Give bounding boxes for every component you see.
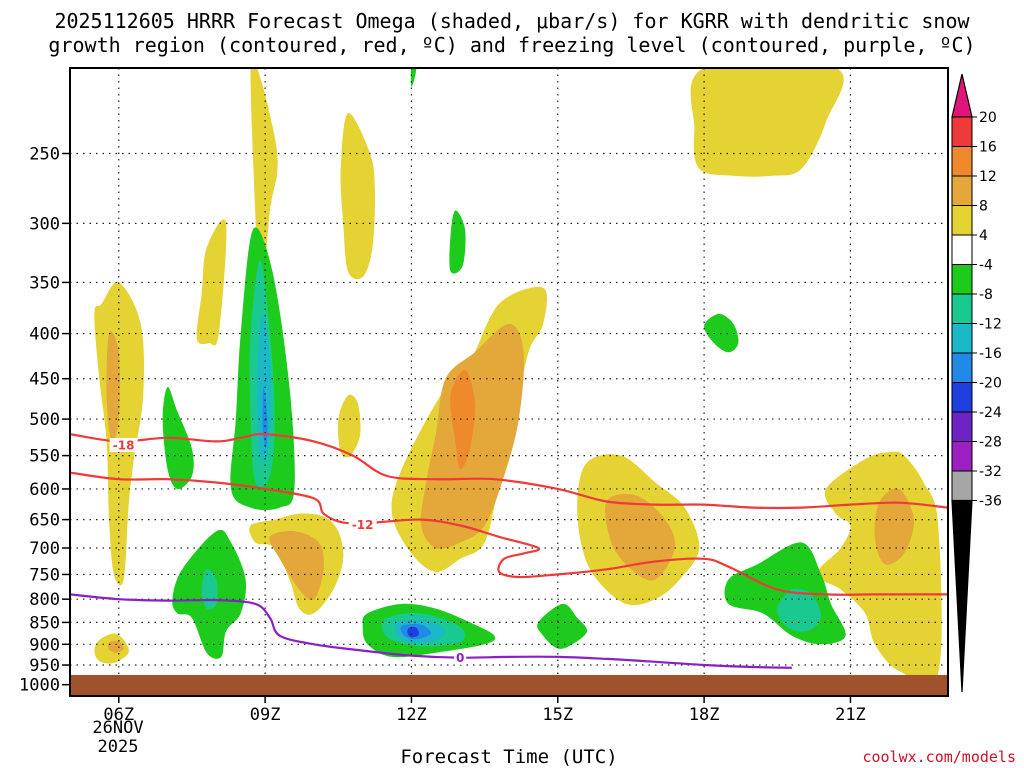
omega-region-minus20-35 (407, 627, 420, 638)
grid-lines (70, 68, 948, 696)
y-tick-label-350: 350 (29, 273, 60, 293)
contour-label-bg-dgz-minus-12 (348, 517, 377, 532)
omega-region-minus4-20 (410, 68, 417, 87)
y-tick-label-800: 800 (29, 590, 60, 610)
date-label-year: 2025 (98, 737, 139, 757)
colorbar-label-4: 4 (979, 228, 988, 244)
colorbar-label-11: -28 (979, 435, 1002, 451)
colorbar-swatch-8 (951, 352, 973, 383)
omega-region-plus12-17 (450, 370, 476, 470)
omega-region-plus8-11 (106, 331, 120, 443)
colorbar-swatch-7 (951, 323, 973, 354)
colorbar-swatch-11 (951, 441, 973, 472)
omega-region-plus4-4 (94, 282, 145, 586)
y-tick-label-850: 850 (29, 613, 60, 633)
colorbar-swatch-4 (951, 234, 973, 265)
omega-region-plus8-13 (269, 530, 324, 601)
contour-dgz-minus-18 (70, 432, 948, 510)
contour-freezing-level-0 (70, 593, 792, 669)
y-tick-label-600: 600 (29, 480, 60, 500)
y-tick-label-550: 550 (29, 447, 60, 467)
time-axis: 06Z 09Z 12Z 15Z 18Z 21Z (103, 696, 866, 725)
omega-region-plus4-5 (337, 394, 361, 458)
y-tick-label-700: 700 (29, 539, 60, 559)
contour-label-freezing-level-0: 0 (456, 651, 464, 665)
colorbar-bottom-arrow (951, 499, 973, 693)
y-tick-label-1000: 1000 (19, 676, 60, 696)
plot-area: -18 -12 0 (70, 68, 948, 696)
y-tick-label-300: 300 (29, 214, 60, 234)
date-label-day: 26NOV (92, 718, 143, 738)
x-tick-label-12Z: 12Z (396, 705, 427, 725)
omega-region-minus4-25 (537, 603, 588, 649)
colorbar-swatch-9 (951, 382, 973, 413)
x-tick-label-15Z: 15Z (542, 705, 573, 725)
x-axis-title: Forecast Time (UTC) (400, 746, 617, 768)
omega-region-plus4-1 (340, 112, 375, 280)
y-tick-label-500: 500 (29, 410, 60, 430)
colorbar-label-10: -24 (979, 405, 1002, 421)
omega-region-plus4-2 (690, 68, 844, 177)
contour-label-dgz-minus-12: -12 (352, 518, 374, 532)
contour-label-bg-dgz-minus-18 (109, 438, 138, 453)
colorbar-swatch-1 (951, 146, 973, 177)
y-tick-label-400: 400 (29, 325, 60, 345)
omega-region-plus4-3 (196, 219, 227, 346)
contour-dgz-minus-12 (70, 471, 948, 596)
colorbar-swatch-6 (951, 293, 973, 324)
x-tick-label-18Z: 18Z (689, 705, 720, 725)
colorbar-swatch-12 (951, 470, 973, 501)
colorbar-label-13: -36 (979, 494, 1002, 510)
omega-region-minus8-30 (777, 588, 822, 632)
y-tick-label-750: 750 (29, 565, 60, 585)
colorbar-swatch-2 (951, 175, 973, 206)
omega-region-minus4-21 (449, 210, 466, 274)
colorbar-label-7: -12 (979, 317, 1002, 333)
colorbar-label-1: 16 (979, 140, 997, 156)
omega-colorbar: 20 16 12 8 4 -4 -8 -12 -16 -20 -24 -28 -32 -36 (951, 73, 1002, 693)
omega-region-plus8-15 (874, 488, 914, 565)
colorbar-label-3: 8 (979, 199, 988, 215)
colorbar-label-12: -32 (979, 464, 1002, 480)
contour-label-bg-freezing-level-0 (454, 650, 467, 665)
plot-frame (69, 67, 949, 697)
y-tick-label-250: 250 (29, 144, 60, 164)
credit-text: coolwx.com/models (862, 748, 1016, 766)
chart-title-line-1: 2025112605 HRRR Forecast Omega (shaded, … (54, 9, 970, 33)
colorbar-label-9: -20 (979, 376, 1002, 392)
x-tick-label-06Z: 06Z (103, 705, 134, 725)
y-tick-label-900: 900 (29, 635, 60, 655)
colorbar-top-arrow (951, 73, 973, 118)
pressure-axis: 2503003504004505005506006507007508008509… (19, 144, 70, 696)
ground-underground-mask (70, 674, 948, 696)
contour-label-dgz-minus-18: -18 (113, 439, 135, 453)
omega-region-plus8-16 (107, 640, 124, 653)
colorbar-label-0: 20 (979, 110, 997, 126)
colorbar-swatch-0 (951, 116, 973, 147)
colorbar-swatch-10 (951, 411, 973, 442)
y-tick-label-450: 450 (29, 370, 60, 390)
colorbar-swatch-5 (951, 264, 973, 295)
colorbar-label-6: -8 (979, 287, 993, 303)
y-tick-label-950: 950 (29, 656, 60, 676)
x-tick-label-09Z: 09Z (250, 705, 281, 725)
temperature-contours: -18 -12 0 (70, 432, 948, 669)
omega-region-plus8-12 (420, 323, 525, 549)
colorbar-swatch-3 (951, 205, 973, 236)
omega-region-plus8-14 (605, 493, 676, 581)
colorbar-label-2: 12 (979, 169, 997, 185)
chart-title-line-2: growth region (contoured, red, ºC) and f… (48, 33, 975, 57)
x-tick-label-21Z: 21Z (835, 705, 866, 725)
colorbar-label-5: -4 (979, 258, 993, 274)
colorbar-label-8: -16 (979, 346, 1002, 362)
y-tick-label-650: 650 (29, 511, 60, 531)
